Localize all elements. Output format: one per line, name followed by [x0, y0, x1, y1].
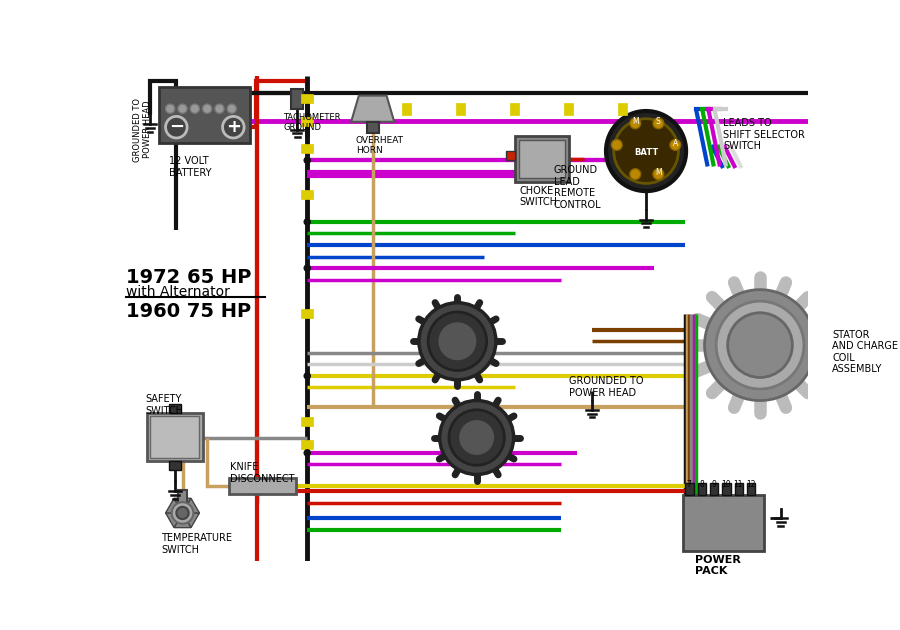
Circle shape: [728, 312, 792, 377]
Circle shape: [178, 104, 187, 113]
Text: S: S: [656, 117, 661, 126]
Circle shape: [653, 169, 664, 180]
Text: with Alternator: with Alternator: [126, 285, 230, 299]
Circle shape: [172, 502, 194, 524]
Circle shape: [716, 301, 804, 389]
Text: GROUNDED TO
POWER HEAD: GROUNDED TO POWER HEAD: [133, 98, 152, 161]
Text: TEMPERATURE
SWITCH: TEMPERATURE SWITCH: [161, 533, 232, 554]
Text: CHOKE
SWITCH: CHOKE SWITCH: [519, 186, 557, 207]
Text: −: −: [169, 118, 184, 136]
Bar: [683, 495, 764, 551]
Text: STATOR
AND CHARGE
COIL
ASSEMBLY: STATOR AND CHARGE COIL ASSEMBLY: [832, 329, 898, 374]
Circle shape: [222, 117, 244, 138]
Bar: [710, 483, 718, 495]
Circle shape: [606, 111, 686, 191]
Circle shape: [614, 118, 679, 183]
Circle shape: [630, 169, 641, 180]
Text: 1972 65 HP: 1972 65 HP: [126, 268, 252, 287]
Circle shape: [227, 104, 237, 113]
Polygon shape: [351, 96, 394, 122]
Text: 8: 8: [699, 480, 704, 489]
Circle shape: [304, 373, 310, 379]
Text: LEADS TO
SHIFT SELECTOR
SWITCH: LEADS TO SHIFT SELECTOR SWITCH: [723, 118, 805, 151]
Circle shape: [202, 104, 211, 113]
Circle shape: [630, 118, 641, 129]
Text: SAFETY
SWITCH: SAFETY SWITCH: [146, 394, 184, 416]
Circle shape: [215, 104, 224, 113]
Polygon shape: [174, 498, 191, 513]
Bar: [747, 483, 755, 495]
Bar: [698, 483, 706, 495]
Text: 12 VOLT
BATTERY: 12 VOLT BATTERY: [168, 156, 212, 178]
Bar: [734, 483, 743, 495]
Circle shape: [166, 117, 187, 138]
Text: A: A: [672, 139, 678, 148]
Polygon shape: [166, 498, 183, 513]
Text: GROUNDED TO
POWER HEAD: GROUNDED TO POWER HEAD: [569, 376, 643, 398]
Bar: [515, 135, 569, 182]
Text: POWER
PACK: POWER PACK: [695, 554, 741, 576]
Circle shape: [440, 401, 514, 474]
Circle shape: [176, 507, 189, 519]
Polygon shape: [166, 513, 183, 528]
Polygon shape: [183, 513, 200, 528]
Text: +: +: [226, 118, 241, 136]
Text: OVERHEAT
HORN: OVERHEAT HORN: [356, 135, 404, 155]
Text: GROUND
LEAD
REMOTE
CONTROL: GROUND LEAD REMOTE CONTROL: [554, 165, 601, 210]
Text: KNIFE
DISCONNECT: KNIFE DISCONNECT: [230, 462, 295, 484]
Circle shape: [458, 419, 495, 456]
Circle shape: [437, 321, 477, 361]
Bar: [229, 478, 296, 495]
Circle shape: [428, 312, 487, 370]
Bar: [291, 89, 303, 109]
Bar: [147, 413, 202, 461]
Text: 9: 9: [711, 480, 716, 489]
Bar: [519, 139, 565, 178]
Text: 1960 75 HP: 1960 75 HP: [126, 302, 251, 321]
Bar: [159, 87, 250, 142]
Circle shape: [304, 450, 310, 456]
Circle shape: [166, 104, 175, 113]
Circle shape: [705, 290, 815, 401]
Bar: [168, 404, 181, 413]
Circle shape: [304, 265, 310, 271]
Text: 11: 11: [734, 480, 743, 489]
Circle shape: [418, 303, 496, 380]
Circle shape: [449, 410, 504, 465]
Circle shape: [653, 118, 664, 129]
Bar: [723, 483, 731, 495]
Bar: [366, 122, 379, 132]
Bar: [506, 151, 515, 160]
Text: 10: 10: [721, 480, 731, 489]
Text: M: M: [632, 117, 639, 126]
Circle shape: [190, 104, 200, 113]
Polygon shape: [183, 498, 200, 513]
Polygon shape: [174, 513, 191, 528]
Circle shape: [304, 158, 310, 163]
Text: 12: 12: [746, 480, 755, 489]
Circle shape: [304, 219, 310, 225]
Bar: [178, 490, 187, 513]
Circle shape: [670, 139, 680, 151]
Text: 7: 7: [687, 480, 691, 489]
Text: BATT: BATT: [634, 148, 658, 157]
Bar: [150, 416, 200, 457]
Bar: [168, 461, 181, 470]
Text: M: M: [655, 168, 661, 177]
Bar: [685, 483, 694, 495]
Circle shape: [611, 139, 622, 151]
Text: TACHOMETER
GROUND: TACHOMETER GROUND: [284, 113, 341, 132]
